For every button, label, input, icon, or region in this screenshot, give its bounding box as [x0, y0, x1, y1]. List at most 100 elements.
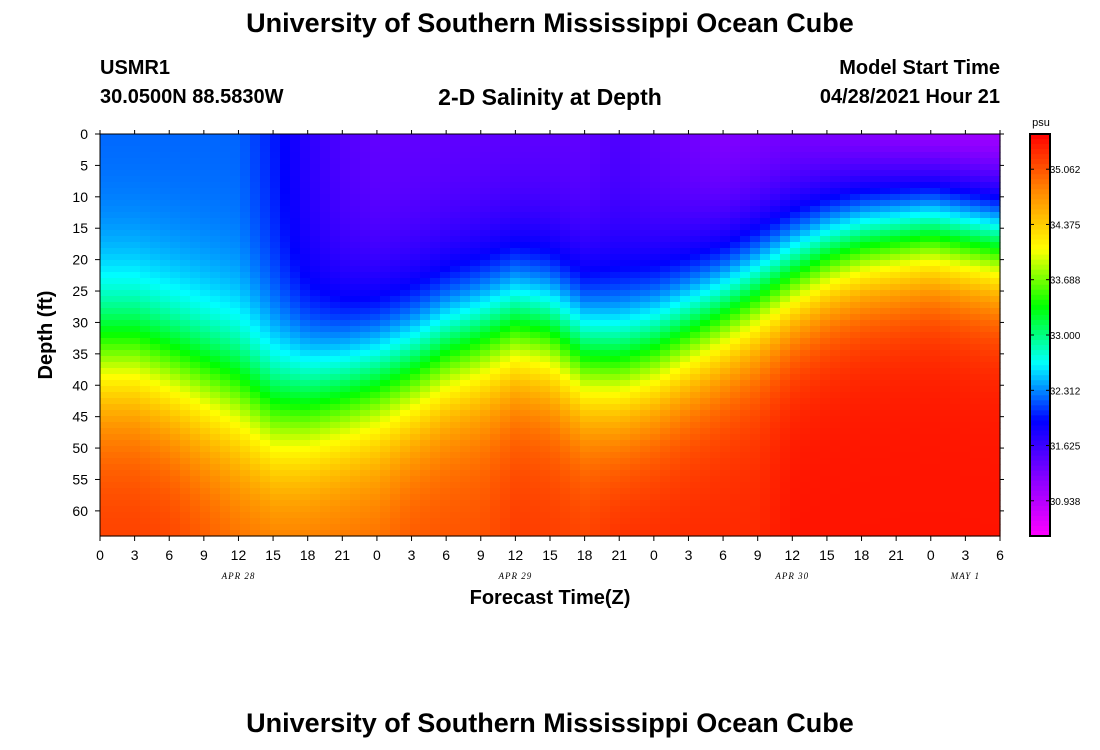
- heatmap-cell: [220, 506, 231, 513]
- heatmap-cell: [350, 470, 361, 477]
- heatmap-cell: [620, 368, 631, 375]
- heatmap-cell: [350, 452, 361, 459]
- heatmap-cell: [350, 272, 361, 279]
- heatmap-cell: [610, 416, 621, 423]
- heatmap-cell: [120, 404, 131, 411]
- heatmap-cell: [180, 458, 191, 465]
- heatmap-cell: [460, 332, 471, 339]
- heatmap-cell: [450, 512, 461, 519]
- heatmap-cell: [250, 170, 261, 177]
- heatmap-cell: [470, 152, 481, 159]
- heatmap-cell: [110, 416, 121, 423]
- heatmap-cell: [670, 356, 681, 363]
- heatmap-cell: [340, 146, 351, 153]
- heatmap-cell: [130, 302, 141, 309]
- heatmap-cell: [790, 362, 801, 369]
- heatmap-cell: [260, 146, 271, 153]
- heatmap-cell: [480, 410, 491, 417]
- heatmap-cell: [290, 152, 301, 159]
- heatmap-cell: [420, 386, 431, 393]
- heatmap-cell: [320, 134, 331, 141]
- heatmap-cell: [530, 212, 541, 219]
- heatmap-cell: [730, 236, 741, 243]
- heatmap-cell: [840, 218, 851, 225]
- heatmap-cell: [350, 266, 361, 273]
- heatmap-cell: [190, 338, 201, 345]
- heatmap-cell: [510, 350, 521, 357]
- heatmap-cell: [100, 416, 111, 423]
- heatmap-cell: [220, 146, 231, 153]
- heatmap-cell: [830, 326, 841, 333]
- heatmap-cell: [190, 470, 201, 477]
- heatmap-cell: [580, 488, 591, 495]
- heatmap-cell: [500, 308, 511, 315]
- heatmap-cell: [130, 440, 141, 447]
- heatmap-cell: [500, 290, 511, 297]
- heatmap-cell: [470, 398, 481, 405]
- heatmap-cell: [760, 260, 771, 267]
- heatmap-cell: [460, 158, 471, 165]
- heatmap-cell: [120, 242, 131, 249]
- heatmap-cell: [700, 320, 711, 327]
- heatmap-cell: [150, 224, 161, 231]
- heatmap-cell: [520, 194, 531, 201]
- heatmap-cell: [150, 266, 161, 273]
- heatmap-cell: [490, 320, 501, 327]
- heatmap-cell: [410, 374, 421, 381]
- heatmap-cell: [520, 470, 531, 477]
- heatmap-cell: [750, 386, 761, 393]
- heatmap-cell: [840, 164, 851, 171]
- heatmap-cell: [460, 374, 471, 381]
- heatmap-cell: [640, 530, 651, 537]
- heatmap-cell: [390, 344, 401, 351]
- heatmap-cell: [480, 296, 491, 303]
- heatmap-cell: [480, 182, 491, 189]
- heatmap-cell: [660, 386, 671, 393]
- heatmap-cell: [440, 524, 451, 531]
- heatmap-cell: [620, 140, 631, 147]
- heatmap-cell: [140, 386, 151, 393]
- heatmap-cell: [190, 452, 201, 459]
- heatmap-cell: [530, 152, 541, 159]
- heatmap-cell: [210, 428, 221, 435]
- heatmap-cell: [170, 470, 181, 477]
- heatmap-cell: [810, 458, 821, 465]
- heatmap-cell: [290, 524, 301, 531]
- heatmap-cell: [680, 194, 691, 201]
- heatmap-cell: [590, 500, 601, 507]
- heatmap-cell: [820, 422, 831, 429]
- heatmap-cell: [440, 218, 451, 225]
- heatmap-cell: [180, 218, 191, 225]
- heatmap-cell: [370, 224, 381, 231]
- heatmap-cell: [360, 506, 371, 513]
- heatmap-cell: [810, 428, 821, 435]
- heatmap-cell: [620, 284, 631, 291]
- heatmap-cell: [650, 284, 661, 291]
- heatmap-cell: [250, 530, 261, 537]
- heatmap-cell: [240, 446, 251, 453]
- heatmap-cell: [740, 236, 751, 243]
- heatmap-cell: [250, 218, 261, 225]
- heatmap-cell: [520, 518, 531, 525]
- heatmap-cell: [130, 506, 141, 513]
- heatmap-cell: [400, 440, 411, 447]
- heatmap-cell: [770, 218, 781, 225]
- heatmap-cell: [700, 416, 711, 423]
- heatmap-cell: [440, 512, 451, 519]
- heatmap-cell: [440, 416, 451, 423]
- heatmap-cell: [600, 410, 611, 417]
- heatmap-cell: [540, 344, 551, 351]
- heatmap-cell: [160, 272, 171, 279]
- heatmap-cell: [350, 422, 361, 429]
- heatmap-cell: [210, 284, 221, 291]
- heatmap-cell: [760, 206, 771, 213]
- heatmap-cell: [300, 452, 311, 459]
- heatmap-cell: [790, 164, 801, 171]
- heatmap-cell: [410, 284, 421, 291]
- heatmap-cell: [650, 506, 661, 513]
- heatmap-cell: [290, 488, 301, 495]
- heatmap-cell: [670, 200, 681, 207]
- heatmap-cell: [420, 506, 431, 513]
- heatmap-cell: [430, 356, 441, 363]
- heatmap-cell: [260, 314, 271, 321]
